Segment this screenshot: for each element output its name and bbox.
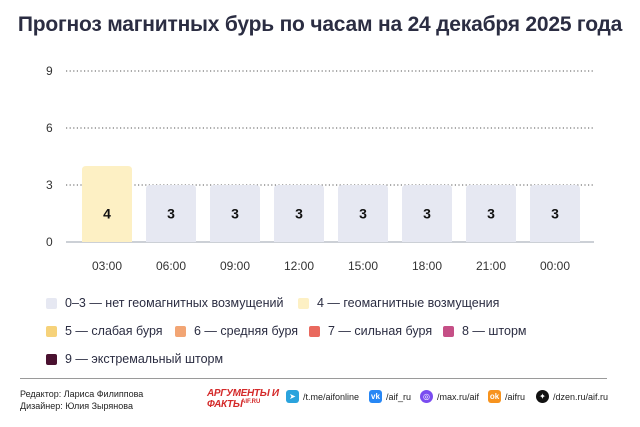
x-tick-label: 12:00 bbox=[284, 259, 314, 273]
legend-item-4: 4 — геомагнитные возмущения bbox=[298, 296, 499, 310]
legend-swatch bbox=[309, 325, 320, 337]
y-tick-label: 6 bbox=[46, 121, 53, 135]
social-link-telegram[interactable]: ➤ /t.me/aifonline bbox=[286, 390, 359, 403]
bar-chart: 0 3 6 9 4 03:00 3 06:00 3 09:00 3 12:00 3 15:00 3 18:00… bbox=[46, 64, 594, 273]
legend-swatch bbox=[46, 353, 57, 365]
vk-icon: vk bbox=[369, 390, 382, 403]
bar-value-label: 4 bbox=[103, 206, 111, 222]
bar-value-label: 3 bbox=[295, 206, 303, 222]
aif-logo[interactable]: АРГУМЕНТЫ И ФАКТЫ AIF.RU bbox=[207, 388, 279, 410]
legend-swatch bbox=[46, 325, 57, 337]
legend-swatch bbox=[46, 297, 57, 309]
ok-icon: ok bbox=[488, 390, 501, 403]
legend-label: 9 — экстремальный шторм bbox=[65, 352, 224, 366]
social-text: /dzen.ru/aif.ru bbox=[553, 391, 609, 402]
logo-sub: AIF.RU bbox=[241, 399, 261, 405]
bar bbox=[146, 185, 196, 242]
social-link-max[interactable]: ◎ /max.ru/aif bbox=[420, 390, 479, 403]
bar-value-label: 3 bbox=[423, 206, 431, 222]
bar-value-label: 3 bbox=[359, 206, 367, 222]
x-tick-label: 00:00 bbox=[540, 259, 570, 273]
bar bbox=[82, 166, 132, 242]
legend-item-7: 7 — сильная буря bbox=[309, 324, 432, 338]
chart-title: Прогноз магнитных бурь по часам на 24 де… bbox=[17, 13, 623, 36]
dzen-icon: ✦ bbox=[536, 390, 549, 403]
legend-swatch bbox=[298, 297, 309, 309]
social-link-dzen[interactable]: ✦ /dzen.ru/aif.ru bbox=[536, 390, 608, 403]
y-tick-label: 0 bbox=[46, 235, 53, 249]
x-tick-label: 03:00 bbox=[92, 259, 122, 273]
bar-value-label: 3 bbox=[551, 206, 559, 222]
designer-credit: Дизайнер: Юлия Зырянова bbox=[20, 401, 133, 411]
legend-item-6: 6 — средняя буря bbox=[175, 324, 298, 338]
x-tick-label: 21:00 bbox=[476, 259, 506, 273]
max-icon: ◎ bbox=[420, 390, 433, 403]
telegram-icon: ➤ bbox=[286, 390, 299, 403]
bar-value-label: 3 bbox=[231, 206, 239, 222]
legend-label: 0–3 — нет геомагнитных возмущений bbox=[65, 296, 284, 310]
bar-value-label: 3 bbox=[487, 206, 495, 222]
legend-item-0-3: 0–3 — нет геомагнитных возмущений bbox=[46, 296, 283, 310]
bar bbox=[466, 185, 516, 242]
y-tick-label: 9 bbox=[46, 64, 53, 78]
legend-label: 7 — сильная буря bbox=[328, 324, 433, 338]
legend-swatch bbox=[175, 325, 186, 337]
social-text: /aif_ru bbox=[386, 391, 412, 402]
x-tick-label: 18:00 bbox=[412, 259, 442, 273]
credits: Редактор: Лариса Филиппова Дизайнер: Юли… bbox=[20, 388, 143, 412]
legend-item-9: 9 — экстремальный шторм bbox=[46, 352, 223, 366]
social-text: /max.ru/aif bbox=[437, 391, 480, 402]
legend-swatch bbox=[443, 325, 454, 337]
x-tick-label: 06:00 bbox=[156, 259, 186, 273]
x-tick-label: 09:00 bbox=[220, 259, 250, 273]
bar bbox=[210, 185, 260, 242]
legend-item-8: 8 — шторм bbox=[443, 324, 527, 338]
legend-label: 6 — средняя буря bbox=[194, 324, 299, 338]
social-text: /t.me/aifonline bbox=[303, 391, 360, 402]
bar-value-label: 3 bbox=[167, 206, 175, 222]
social-link-vk[interactable]: vk /aif_ru bbox=[369, 390, 411, 403]
bar bbox=[338, 185, 388, 242]
legend-label: 8 — шторм bbox=[462, 324, 527, 338]
y-tick-label: 3 bbox=[46, 178, 53, 192]
x-tick-label: 15:00 bbox=[348, 259, 378, 273]
social-link-ok[interactable]: ok /aifru bbox=[488, 390, 525, 403]
editor-credit: Редактор: Лариса Филиппова bbox=[20, 389, 144, 399]
logo-text: АРГУМЕНТЫ И ФАКТЫ bbox=[207, 388, 279, 410]
legend-item-5: 5 — слабая буря bbox=[46, 324, 163, 338]
footer-divider bbox=[20, 378, 607, 379]
bar bbox=[530, 185, 580, 242]
legend-label: 4 — геомагнитные возмущения bbox=[317, 296, 500, 310]
legend-label: 5 — слабая буря bbox=[65, 324, 163, 338]
social-text: /aifru bbox=[505, 391, 526, 402]
bar bbox=[402, 185, 452, 242]
bar bbox=[274, 185, 324, 242]
